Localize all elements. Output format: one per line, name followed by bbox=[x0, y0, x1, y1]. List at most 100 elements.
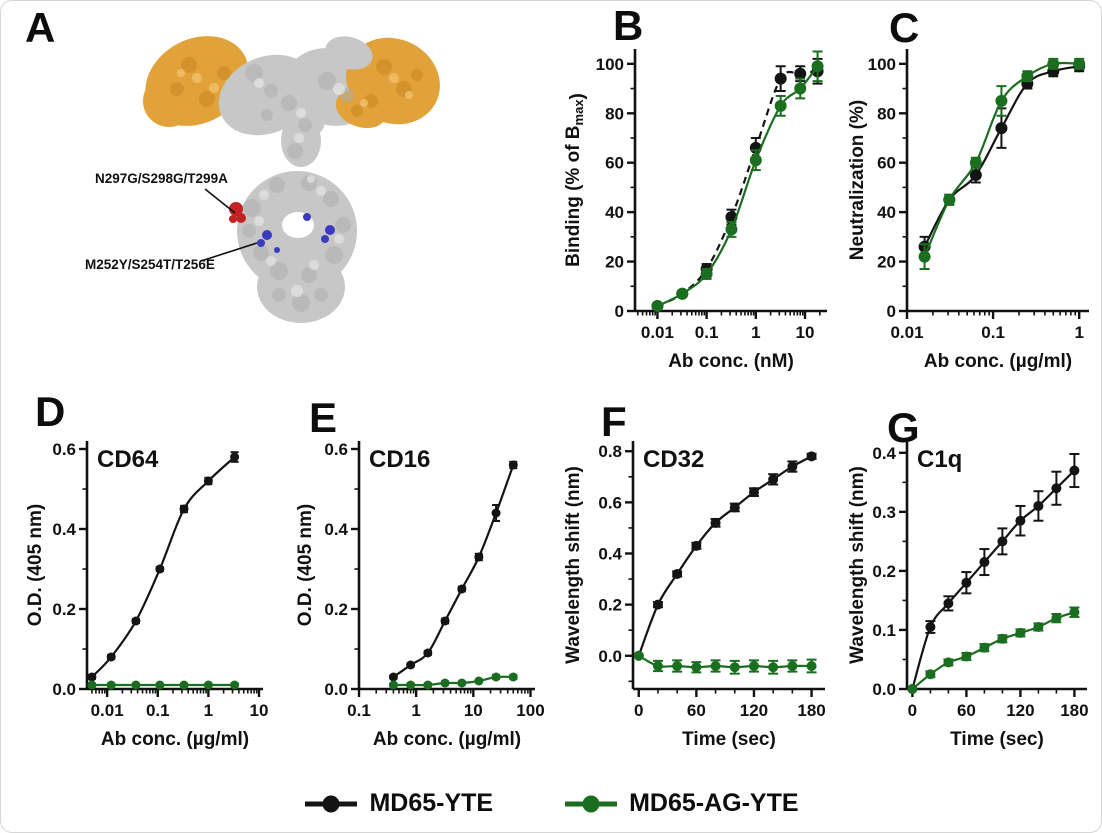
antibody-structure-image: N297G/S298G/T299A M252Y/S254T/T256E bbox=[85, 36, 440, 323]
svg-text:80: 80 bbox=[605, 104, 624, 123]
legend-item-md65-yte: MD65-YTE bbox=[303, 789, 493, 818]
chart-svg-D: 0.01 0.1 1 10 0.0 0.2 0.4 0.6 Ab conc. (µg/ml) O.… bbox=[25, 440, 269, 750]
legend-item-md65-ag-yte: MD65-AG-YTE bbox=[563, 789, 799, 818]
black-series-symbol bbox=[305, 795, 358, 812]
svg-text:0.2: 0.2 bbox=[872, 562, 896, 581]
svg-text:80: 80 bbox=[877, 104, 896, 123]
svg-text:Time (sec): Time (sec) bbox=[950, 729, 1044, 750]
svg-text:Binding (% of Bmax): Binding (% of Bmax) bbox=[563, 93, 588, 267]
svg-text:Ab conc. (µg/ml): Ab conc. (µg/ml) bbox=[373, 729, 521, 750]
svg-text:0: 0 bbox=[908, 701, 917, 720]
svg-text:0.8: 0.8 bbox=[598, 442, 622, 461]
svg-text:100: 100 bbox=[868, 55, 896, 74]
svg-text:1: 1 bbox=[204, 701, 213, 720]
chart-svg-G: 0 60 120 180 0.0 0.1 0.2 0.3 0.4 Time (sec) Wavele… bbox=[847, 441, 1089, 750]
svg-text:Neutralization (%): Neutralization (%) bbox=[847, 100, 868, 260]
svg-text:40: 40 bbox=[605, 203, 624, 222]
panel-c-label: C bbox=[889, 4, 920, 51]
chart-svg-E: 0.1 1 10 100 0.0 0.2 0.4 0.6 Ab conc. (µg/ml) O.D… bbox=[295, 440, 545, 750]
panel-d-label: D bbox=[35, 388, 66, 435]
binding-chart: 0.01 0.1 1 10 0 20 40 60 80 100 Ab conc. (nM) Bindi… bbox=[559, 35, 843, 392]
panel-e-label: E bbox=[309, 394, 338, 441]
mutation-site-blue bbox=[257, 213, 335, 253]
svg-text:0: 0 bbox=[887, 302, 896, 321]
svg-text:60: 60 bbox=[605, 154, 624, 173]
svg-text:40: 40 bbox=[877, 203, 896, 222]
legend-label: MD65-YTE bbox=[369, 789, 494, 817]
svg-text:180: 180 bbox=[1060, 701, 1088, 720]
svg-text:Ab conc. (µg/ml): Ab conc. (µg/ml) bbox=[101, 729, 249, 750]
svg-text:0.6: 0.6 bbox=[324, 440, 348, 459]
svg-text:CD64: CD64 bbox=[97, 446, 159, 473]
svg-text:0.01: 0.01 bbox=[641, 323, 674, 342]
svg-text:Wavelength shift (nm): Wavelength shift (nm) bbox=[847, 466, 868, 664]
svg-text:0.0: 0.0 bbox=[52, 680, 76, 699]
svg-text:10: 10 bbox=[464, 701, 483, 720]
svg-text:100: 100 bbox=[596, 55, 624, 74]
cd16-chart: 0.1 1 10 100 0.0 0.2 0.4 0.6 Ab conc. (µg/ml) O.D… bbox=[291, 429, 557, 772]
svg-text:0.4: 0.4 bbox=[598, 544, 622, 563]
svg-text:CD16: CD16 bbox=[369, 446, 430, 473]
svg-text:120: 120 bbox=[740, 701, 768, 720]
svg-text:Time (sec): Time (sec) bbox=[682, 729, 776, 750]
chart-svg-C: 0.01 0.1 1 0 20 40 60 80 100 Ab conc. (µg/ml) Neut… bbox=[847, 49, 1089, 372]
neutralization-chart: 0.01 0.1 1 0 20 40 60 80 100 Ab conc. (µg/ml) Neut… bbox=[843, 35, 1101, 392]
svg-text:0.0: 0.0 bbox=[324, 680, 348, 699]
mutation-site-red bbox=[229, 202, 246, 223]
figure-legend: MD65-YTE MD65-AG-YTE bbox=[1, 789, 1101, 818]
svg-text:0.4: 0.4 bbox=[324, 520, 348, 539]
svg-text:180: 180 bbox=[797, 701, 825, 720]
panel-f-label: F bbox=[601, 398, 627, 445]
svg-text:0.2: 0.2 bbox=[598, 596, 622, 615]
svg-text:0.1: 0.1 bbox=[872, 621, 896, 640]
svg-text:0.01: 0.01 bbox=[890, 323, 923, 342]
svg-text:10: 10 bbox=[796, 323, 815, 342]
svg-text:100: 100 bbox=[516, 701, 544, 720]
svg-text:Wavelength shift (nm): Wavelength shift (nm) bbox=[563, 466, 584, 664]
svg-text:O.D. (405 nm): O.D. (405 nm) bbox=[295, 504, 316, 626]
annotation-n297g: N297G/S298G/T299A bbox=[95, 171, 228, 186]
svg-text:0.1: 0.1 bbox=[695, 323, 719, 342]
svg-text:1: 1 bbox=[1074, 323, 1083, 342]
annotation-line-2 bbox=[200, 242, 258, 262]
svg-text:0.3: 0.3 bbox=[872, 503, 896, 522]
svg-text:0.1: 0.1 bbox=[347, 701, 371, 720]
svg-text:CD32: CD32 bbox=[643, 446, 704, 473]
svg-text:O.D. (405 nm): O.D. (405 nm) bbox=[25, 504, 46, 626]
svg-text:0: 0 bbox=[615, 302, 624, 321]
svg-text:0.0: 0.0 bbox=[872, 680, 896, 699]
svg-text:Ab conc. (nM): Ab conc. (nM) bbox=[668, 351, 794, 372]
legend-label: MD65-AG-YTE bbox=[629, 789, 799, 817]
annotation-line-1 bbox=[204, 188, 236, 214]
svg-text:120: 120 bbox=[1006, 701, 1034, 720]
svg-text:60: 60 bbox=[877, 154, 896, 173]
svg-text:60: 60 bbox=[687, 701, 706, 720]
svg-text:20: 20 bbox=[877, 253, 896, 272]
svg-text:C1q: C1q bbox=[917, 446, 962, 473]
svg-text:0.1: 0.1 bbox=[981, 323, 1005, 342]
svg-text:10: 10 bbox=[250, 701, 269, 720]
green-series-symbol bbox=[565, 795, 618, 812]
svg-text:0.2: 0.2 bbox=[324, 600, 348, 619]
svg-text:20: 20 bbox=[605, 253, 624, 272]
svg-text:0.4: 0.4 bbox=[52, 520, 76, 539]
panel-g-label: G bbox=[887, 404, 920, 451]
svg-text:0.6: 0.6 bbox=[52, 440, 76, 459]
svg-text:0.01: 0.01 bbox=[91, 701, 124, 720]
panel-b-label: B bbox=[613, 2, 644, 49]
cd64-chart: 0.01 0.1 1 10 0.0 0.2 0.4 0.6 Ab conc. (µg/ml) O.… bbox=[21, 429, 289, 772]
svg-text:0.2: 0.2 bbox=[52, 600, 76, 619]
svg-text:0: 0 bbox=[634, 701, 643, 720]
svg-text:1: 1 bbox=[751, 323, 760, 342]
cd32-chart: 0 60 120 180 0.0 0.2 0.4 0.6 0.8 Time (sec) Wavele… bbox=[559, 429, 841, 772]
panel-a-label: A bbox=[25, 4, 56, 51]
annotation-m252y: M252Y/S254T/T256E bbox=[85, 257, 215, 272]
chart-svg-F: 0 60 120 180 0.0 0.2 0.4 0.6 0.8 Time (sec) Wavele… bbox=[563, 441, 826, 750]
c1q-chart: 0 60 120 180 0.0 0.1 0.2 0.3 0.4 Time (sec) Wavele… bbox=[843, 429, 1099, 772]
svg-text:0.0: 0.0 bbox=[598, 647, 622, 666]
svg-text:0.6: 0.6 bbox=[598, 493, 622, 512]
svg-text:0.1: 0.1 bbox=[146, 701, 170, 720]
svg-text:0.4: 0.4 bbox=[872, 444, 896, 463]
